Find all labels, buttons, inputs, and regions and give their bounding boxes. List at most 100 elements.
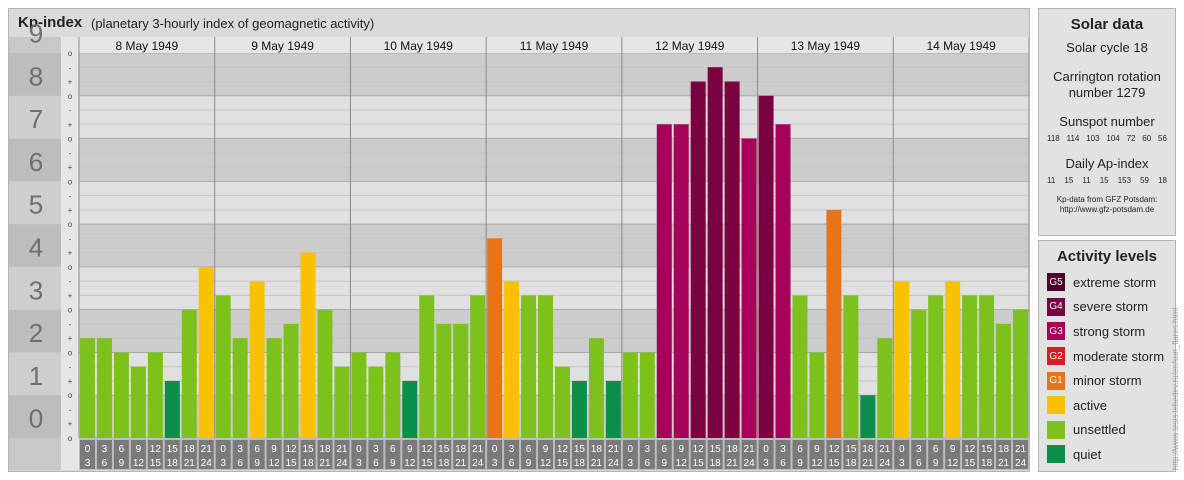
x-label-cell (555, 440, 570, 469)
kp-bar (826, 209, 842, 438)
kp-bar (809, 352, 825, 438)
x-tick-label: 18 (455, 444, 467, 455)
x-label-cell (368, 440, 384, 469)
x-label-cell (538, 440, 553, 469)
y-band (9, 181, 61, 225)
legend-item: G3 strong storm (1039, 319, 1175, 344)
x-tick-label: 6 (661, 444, 667, 455)
x-tick-label: 9 (390, 458, 396, 469)
kp-bar (673, 124, 689, 439)
sunspot-value: 114 (1066, 134, 1080, 143)
kp-bar (707, 67, 723, 438)
y-minor-label: + (68, 334, 73, 343)
day-label: 14 May 1949 (926, 39, 996, 53)
x-label-cell (504, 440, 520, 469)
ap-value: 11 (1082, 176, 1091, 185)
x-tick-label: 21 (472, 444, 484, 455)
y-tick-label: 2 (29, 318, 43, 348)
x-tick-label: 15 (150, 458, 162, 469)
kp-bar (555, 366, 570, 438)
x-tick-label: 6 (102, 458, 108, 469)
y-tick-label: 6 (29, 147, 43, 177)
x-tick-label: 18 (591, 444, 603, 455)
x-tick-label: 18 (302, 458, 314, 469)
y-minor-label: o (68, 49, 73, 58)
legend-swatch: G1 (1047, 371, 1065, 390)
kp-bar (266, 338, 282, 438)
ap-value: 59 (1140, 176, 1150, 185)
x-tick-label: 12 (404, 458, 416, 469)
kp-bar-chart: 8 May 1949 9 May 1949 10 May 1949 11 May 19… (9, 19, 1029, 470)
x-tick-label: 12 (964, 444, 976, 455)
kp-bar (317, 309, 333, 438)
x-label-cell (775, 440, 791, 469)
legend-label: severe storm (1073, 299, 1149, 315)
kp-bar (656, 124, 672, 439)
x-label-cell (419, 440, 435, 469)
x-tick-label: 12 (269, 458, 281, 469)
x-tick-label: 3 (780, 444, 786, 455)
legend-label: extreme storm (1073, 274, 1157, 290)
band (79, 53, 1029, 96)
x-tick-label: 3 (220, 458, 226, 469)
x-tick-label: 3 (237, 444, 243, 455)
x-tick-label: 18 (184, 444, 196, 455)
kp-bar (690, 81, 706, 438)
y-minor-label: + (68, 120, 73, 129)
x-label-cell (656, 440, 672, 469)
kp-bar (877, 338, 893, 438)
kp-bar (571, 380, 587, 438)
solar-cycle: Solar cycle 18 (1066, 40, 1148, 55)
carrington-line-2: number 1279 (1068, 85, 1146, 100)
x-tick-label: 24 (879, 458, 891, 469)
x-tick-label: 21 (862, 458, 874, 469)
sunspot-label: Sunspot number (1059, 114, 1155, 129)
legend-item: G1 minor storm (1039, 368, 1175, 393)
y-tick-label: 0 (29, 404, 43, 434)
x-label-cell (385, 440, 401, 469)
x-tick-label: 9 (797, 458, 803, 469)
x-label-cell (707, 440, 723, 469)
y-minor-label: o (68, 263, 73, 272)
activity-levels-legend: G5 extreme storm G4 severe storm G3 strong st… (1039, 270, 1175, 467)
credit-link[interactable]: http://www.gfz-potsdam.de (1059, 205, 1155, 214)
x-tick-label: 18 (319, 444, 331, 455)
x-tick-label: 21 (184, 458, 196, 469)
kp-bar (996, 323, 1012, 438)
y-minor-label: o (68, 306, 73, 315)
band (79, 224, 1029, 267)
x-label-cell (758, 440, 774, 469)
band (79, 181, 1029, 225)
day-label: 9 May 1949 (251, 39, 314, 53)
kp-bar (96, 338, 112, 438)
x-tick-label: 6 (933, 444, 939, 455)
x-label-cell (979, 440, 995, 469)
ap-value: 15 (1099, 176, 1109, 185)
kp-bar (588, 338, 604, 438)
x-label-cell (487, 440, 503, 469)
x-tick-label: 0 (85, 444, 91, 455)
chart-title: Kp-index (18, 14, 83, 31)
x-label-cell (96, 440, 112, 469)
day-label: 10 May 1949 (384, 39, 454, 53)
x-label-cell (877, 440, 893, 469)
sunspot-value: 72 (1126, 134, 1136, 143)
x-tick-label: 15 (167, 444, 179, 455)
kp-bar (758, 95, 774, 439)
x-tick-label: 6 (509, 458, 515, 469)
y-minor-label: + (68, 377, 73, 386)
y-minor-label: o (68, 434, 73, 443)
legend-label: minor storm (1073, 373, 1142, 389)
x-tick-label: 21 (879, 444, 891, 455)
x-tick-label: 24 (1015, 458, 1027, 469)
y-minor-label: + (68, 206, 73, 215)
kp-bar (792, 295, 808, 438)
x-tick-label: 21 (608, 444, 620, 455)
y-minor-label: - (69, 363, 72, 372)
x-tick-label: 0 (220, 444, 226, 455)
y-minor-label: + (68, 78, 73, 87)
kp-bar (300, 252, 316, 438)
y-minor-label: - (69, 192, 72, 201)
x-tick-label: 12 (947, 458, 959, 469)
kp-chart-panel: Kp-index (planetary 3-hourly index of ge… (8, 8, 1030, 472)
